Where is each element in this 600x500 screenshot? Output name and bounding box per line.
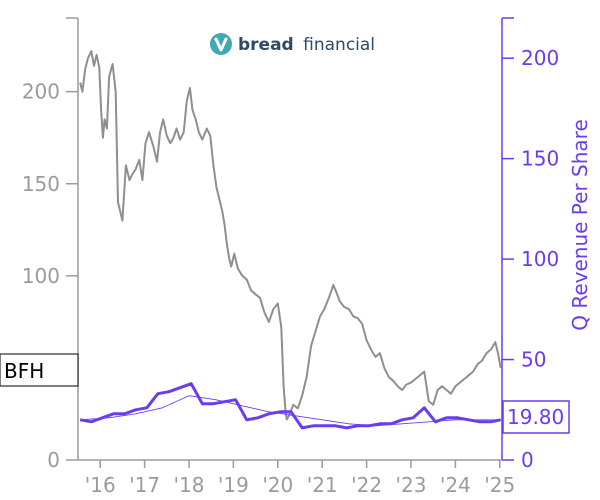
- x-tick-label: '20: [262, 473, 293, 497]
- left-tick-label: 0: [47, 448, 60, 472]
- logo-name-bold: bread: [238, 35, 294, 55]
- right-tick-label: 200: [521, 46, 559, 70]
- x-tick-label: '22: [351, 473, 382, 497]
- x-tick-label: '24: [440, 473, 471, 497]
- right-tick-label: 0: [521, 448, 534, 472]
- left-tick-label: 200: [22, 80, 60, 104]
- bread-financial-logo-icon: [210, 33, 232, 55]
- right-axis-title: Q Revenue Per Share: [568, 119, 592, 331]
- ticker-label: BFH: [4, 359, 44, 383]
- left-tick-label: 150: [22, 172, 60, 196]
- x-axis-ticks: '16 '17 '18 '19 '20 '21 '22 '23 '24 '25: [85, 460, 515, 497]
- last-value-label: 19.80: [507, 405, 564, 429]
- left-tick-label: 100: [22, 264, 60, 288]
- series-layer: [79, 50, 502, 430]
- x-tick-label: '25: [484, 473, 515, 497]
- right-tick-label: 100: [521, 247, 559, 271]
- x-tick-label: '16: [85, 473, 116, 497]
- x-tick-label: '17: [129, 473, 160, 497]
- x-tick-label: '21: [307, 473, 338, 497]
- x-tick-label: '23: [396, 473, 427, 497]
- svg-text:bread financial: bread financial: [238, 35, 375, 55]
- right-tick-label: 150: [521, 147, 559, 171]
- right-tick-label: 50: [521, 348, 546, 372]
- price-line: [79, 50, 502, 421]
- last-value-box: 19.80: [502, 400, 570, 434]
- ticker-box: BFH: [0, 353, 79, 387]
- logo-name-light: financial: [303, 35, 375, 55]
- revenue-per-share-line: [79, 382, 501, 430]
- bread-financial-logo: bread financial: [210, 33, 375, 55]
- right-axis-ticks: 0 50 100 150 200: [502, 46, 559, 472]
- x-tick-label: '19: [218, 473, 249, 497]
- x-tick-label: '18: [174, 473, 205, 497]
